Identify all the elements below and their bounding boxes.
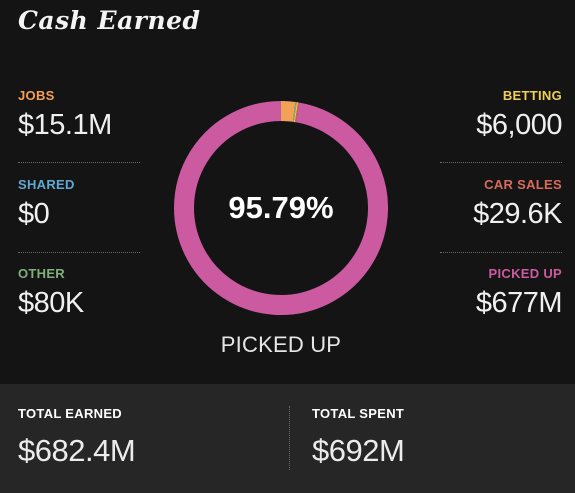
stat-picked-up: PICKED UP $677M [440, 266, 563, 320]
divider [440, 162, 562, 163]
stat-shared-value: $0 [18, 198, 50, 230]
total-earned-value: $682.4M [18, 433, 136, 468]
footer-divider [289, 406, 290, 470]
stat-car-sales-label: CAR SALES [484, 177, 562, 192]
stat-jobs: JOBS $15.1M [18, 88, 140, 142]
total-spent-value: $692M [312, 433, 405, 468]
donut-center-percent: 95.79% [228, 190, 334, 225]
card-title: Cash Earned [18, 6, 201, 35]
stat-picked-up-label: PICKED UP [488, 266, 562, 281]
donut-slice-picked-up [174, 101, 388, 315]
divider [440, 252, 562, 253]
totals-footer: TOTAL EARNED $682.4M TOTAL SPENT $692M [0, 384, 575, 493]
stat-betting: BETTING $6,000 [440, 88, 562, 142]
stat-betting-value: $6,000 [476, 109, 562, 141]
total-spent: TOTAL SPENT $692M [312, 406, 405, 469]
stat-jobs-value: $15.1M [18, 109, 112, 141]
stat-car-sales: CAR SALES $29.6K [440, 177, 562, 231]
total-earned-label: TOTAL EARNED [18, 406, 122, 421]
donut-slice-jobs [280, 101, 296, 122]
donut-caption: PICKED UP [220, 332, 342, 357]
stat-other-label: OTHER [18, 266, 65, 281]
stat-other: OTHER $80K [18, 266, 140, 320]
stat-car-sales-value: $29.6K [473, 198, 562, 230]
stat-picked-up-value: $677M [475, 287, 563, 319]
divider [18, 162, 140, 163]
stat-jobs-label: JOBS [18, 88, 55, 103]
stat-shared-label: SHARED [18, 177, 75, 192]
stat-betting-label: BETTING [502, 88, 562, 103]
stat-other-value: $80K [18, 287, 84, 319]
donut-chart: 95.79% [172, 99, 390, 317]
donut-svg [174, 101, 388, 315]
total-earned: TOTAL EARNED $682.4M [18, 406, 136, 469]
stat-shared: SHARED $0 [18, 177, 140, 231]
divider [18, 252, 140, 253]
total-spent-label: TOTAL SPENT [312, 406, 405, 421]
